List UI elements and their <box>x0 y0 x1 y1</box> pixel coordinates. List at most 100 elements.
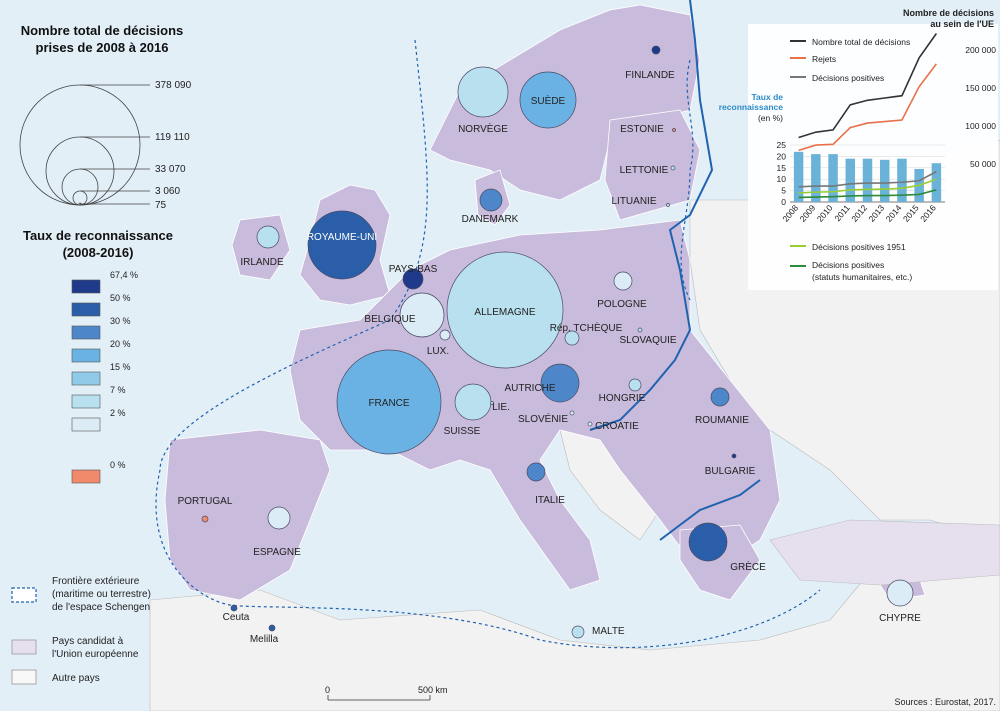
country-label-roumanie: ROUMANIE <box>695 415 749 426</box>
country-label-slovaquie: SLOVAQUIE <box>619 335 676 346</box>
country-label-lituanie: LITUANIE <box>611 196 656 207</box>
country-label-ceuta: Ceuta <box>223 612 250 623</box>
inset-title-line2: au sein de l'UE <box>930 19 994 29</box>
country-label-bulgarie: BULGARIE <box>705 466 756 477</box>
country-label-gr-ce: GRÈCE <box>730 560 766 573</box>
rate-legend-label: 2 % <box>110 408 126 418</box>
inset-title-line1: Nombre de décisions <box>903 8 994 18</box>
country-label-autriche: AUTRICHE <box>504 383 555 394</box>
inset-chart: Nombre de décisions au sein de l'UE Taux… <box>719 8 998 290</box>
bubble-france <box>336 349 442 455</box>
country-label-melilla: Melilla <box>250 634 279 645</box>
bubble-finlande <box>651 45 661 55</box>
bubble-roumanie <box>710 387 730 407</box>
rate-legend-title-line2: (2008-2016) <box>63 245 134 260</box>
inset-series-line <box>798 178 937 194</box>
country-label-su-de: SUÈDE <box>531 94 566 107</box>
rate-legend-swatch <box>71 371 101 386</box>
size-legend-value: 3 060 <box>155 186 180 197</box>
bubble-hongrie <box>628 378 642 392</box>
inset-left-tick: 5 <box>781 186 786 196</box>
inset-bar <box>828 154 838 202</box>
inset-right-tick: 150 000 <box>965 83 996 93</box>
country-label-finlande: FINLANDE <box>625 70 675 81</box>
size-legend-value: 75 <box>155 200 167 211</box>
bubble-royaume-uni <box>307 210 377 280</box>
inset-bar <box>879 159 890 202</box>
inset-left-tick: 15 <box>777 163 787 173</box>
bubble-allemagne <box>446 251 564 369</box>
inset-series-line <box>798 170 937 188</box>
scale-end: 500 km <box>418 685 448 695</box>
country-label-royaume-uni: ROYAUME-UNI <box>307 232 377 243</box>
inset-bar <box>793 151 804 202</box>
candidate-legend-swatch <box>11 639 37 655</box>
bubble-irlande <box>256 225 280 249</box>
rate-legend-label: 30 % <box>110 316 131 326</box>
bubble-belgique <box>399 292 445 338</box>
scale-bar <box>327 695 431 701</box>
country-label-pologne: POLOGNE <box>597 299 647 310</box>
bubble-su-de <box>519 71 577 129</box>
country-label-france: FRANCE <box>368 398 409 409</box>
candidate-country <box>769 519 1000 586</box>
bubble-lux- <box>439 329 451 341</box>
rate-legend-label: 50 % <box>110 293 131 303</box>
country-label-portugal: PORTUGAL <box>178 496 233 507</box>
schengen-land-border <box>589 0 761 541</box>
inset-right-tick: 50 000 <box>970 159 996 169</box>
inset-right-tick: 200 000 <box>965 45 996 55</box>
size-legend-value: 33 070 <box>155 164 186 175</box>
rate-legend-swatch <box>71 469 101 484</box>
bubble-lettonie <box>670 165 676 171</box>
country-label-irlande: IRLANDE <box>240 257 284 268</box>
country-label-italie: ITALIE <box>535 495 565 506</box>
inset-legend-label: (statuts humanitaires, etc.) <box>812 272 912 282</box>
bubble-estonie <box>672 128 676 132</box>
bubble-italie <box>526 462 546 482</box>
bubble-lie- <box>490 401 494 405</box>
inset-ylabel-line1: Taux de <box>752 92 784 102</box>
country-label-norv-ge: NORVÈGE <box>458 122 508 135</box>
bubble-ceuta <box>230 604 238 612</box>
inset-bar <box>862 158 873 202</box>
inset-legend: Nombre total de décisions Rejets Décisions… <box>790 37 912 282</box>
country-label-hongrie: HONGRIE <box>599 393 646 404</box>
inset-series-line <box>798 63 938 152</box>
size-legend <box>19 84 150 206</box>
inset-bar <box>811 154 821 202</box>
country-bubbles <box>201 45 914 639</box>
country-label-r-p-tch-que: Rép. TCHÈQUE <box>550 321 623 334</box>
inset-left-tick: 0 <box>781 197 786 207</box>
country-label-lux-: LUX. <box>427 346 449 357</box>
inset-legend-label: Décisions positives <box>812 73 884 83</box>
source-note: Sources : Eurostat, 2017. <box>894 697 996 707</box>
candidate-legend-line1: Pays candidat à <box>52 636 124 647</box>
bubble-autriche <box>540 363 580 403</box>
schengen-legend-line1: Frontière extérieure <box>52 576 140 587</box>
size-legend-value: 119 110 <box>155 132 190 143</box>
candidate-legend-line2: l'Union européenne <box>52 649 139 660</box>
inset-bar <box>845 158 856 202</box>
bubble-lituanie <box>666 203 670 207</box>
bubble-r-p-tch-que <box>564 330 580 346</box>
inset-bar <box>931 163 942 202</box>
inset-bar <box>897 158 907 202</box>
country-label-estonie: ESTONIE <box>620 124 664 135</box>
country-label-belgique: BELGIQUE <box>364 314 415 325</box>
bubble-melilla <box>268 624 276 632</box>
country-label-danemark: DANEMARK <box>462 214 519 225</box>
bubble-gr-ce <box>688 522 728 562</box>
country-label-slov-nie: SLOVÉNIE <box>518 412 568 425</box>
rate-legend-label: 67,4 % <box>110 270 138 280</box>
inset-left-tick: 20 <box>777 151 787 161</box>
rate-legend-label: 15 % <box>110 362 131 372</box>
country-labels: FINLANDE NORVÈGE SUÈDE ESTONIE LETTONIE LITUA… <box>178 70 922 645</box>
bubble-danemark <box>479 188 503 212</box>
other-country-legend-label: Autre pays <box>52 673 100 684</box>
bubble-chypre <box>886 579 914 607</box>
bubble-malte <box>571 625 585 639</box>
rate-legend-label: 7 % <box>110 385 126 395</box>
bubble-slov-nie <box>569 410 575 416</box>
